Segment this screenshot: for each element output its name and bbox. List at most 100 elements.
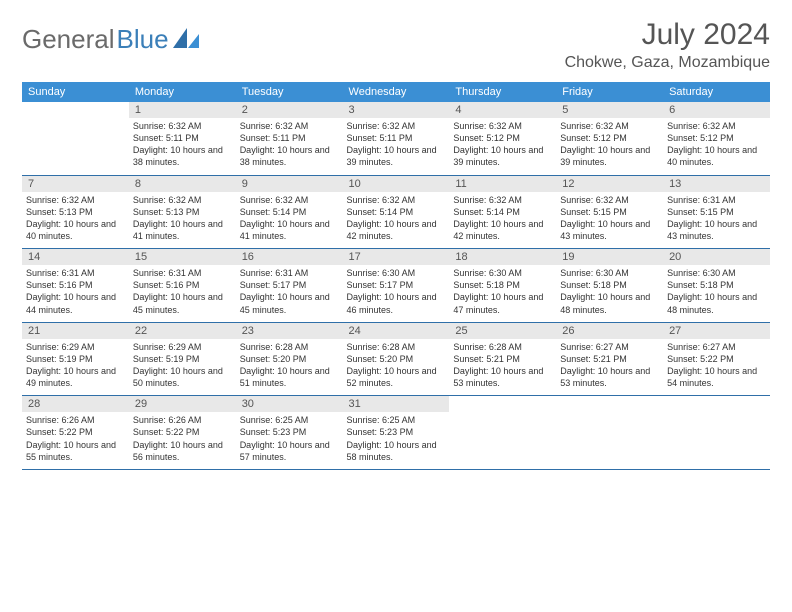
day-body-cell: Sunrise: 6:32 AMSunset: 5:15 PMDaylight:…: [556, 192, 663, 249]
day-details: Sunrise: 6:30 AMSunset: 5:18 PMDaylight:…: [667, 265, 766, 316]
day-number-cell: [449, 396, 556, 413]
day-number-cell: 2: [236, 102, 343, 118]
brand-part1: General: [22, 24, 115, 55]
day-number-cell: 3: [343, 102, 450, 118]
day-body-cell: Sunrise: 6:27 AMSunset: 5:22 PMDaylight:…: [663, 339, 770, 396]
daynum-row: 78910111213: [22, 175, 770, 192]
day-header-cell: Monday: [129, 82, 236, 102]
brand-logo: GeneralBlue: [22, 24, 199, 55]
day-number-cell: 23: [236, 322, 343, 339]
title-block: July 2024 Chokwe, Gaza, Mozambique: [565, 18, 770, 72]
day-details: Sunrise: 6:32 AMSunset: 5:13 PMDaylight:…: [26, 192, 125, 243]
day-body-cell: Sunrise: 6:32 AMSunset: 5:11 PMDaylight:…: [129, 118, 236, 175]
day-details: Sunrise: 6:32 AMSunset: 5:13 PMDaylight:…: [133, 192, 232, 243]
day-number-cell: 10: [343, 175, 450, 192]
day-number-cell: 28: [22, 396, 129, 413]
day-body-cell: Sunrise: 6:27 AMSunset: 5:21 PMDaylight:…: [556, 339, 663, 396]
day-details: Sunrise: 6:32 AMSunset: 5:14 PMDaylight:…: [240, 192, 339, 243]
day-details: Sunrise: 6:31 AMSunset: 5:15 PMDaylight:…: [667, 192, 766, 243]
day-details: Sunrise: 6:25 AMSunset: 5:23 PMDaylight:…: [347, 412, 446, 463]
week-row: Sunrise: 6:31 AMSunset: 5:16 PMDaylight:…: [22, 265, 770, 322]
day-number-cell: 29: [129, 396, 236, 413]
day-details: Sunrise: 6:32 AMSunset: 5:12 PMDaylight:…: [453, 118, 552, 169]
day-number-cell: [556, 396, 663, 413]
day-body-cell: Sunrise: 6:31 AMSunset: 5:16 PMDaylight:…: [22, 265, 129, 322]
day-header-cell: Sunday: [22, 82, 129, 102]
day-body-cell: Sunrise: 6:25 AMSunset: 5:23 PMDaylight:…: [343, 412, 450, 469]
day-header-cell: Tuesday: [236, 82, 343, 102]
day-details: Sunrise: 6:32 AMSunset: 5:14 PMDaylight:…: [453, 192, 552, 243]
day-number-cell: 26: [556, 322, 663, 339]
day-number-cell: [663, 396, 770, 413]
calendar-table: SundayMondayTuesdayWednesdayThursdayFrid…: [22, 82, 770, 470]
day-details: Sunrise: 6:27 AMSunset: 5:21 PMDaylight:…: [560, 339, 659, 390]
week-row: Sunrise: 6:32 AMSunset: 5:13 PMDaylight:…: [22, 192, 770, 249]
day-header-cell: Wednesday: [343, 82, 450, 102]
day-number-cell: 16: [236, 249, 343, 266]
day-number-cell: 11: [449, 175, 556, 192]
day-body-cell: Sunrise: 6:28 AMSunset: 5:21 PMDaylight:…: [449, 339, 556, 396]
daynum-row: 123456: [22, 102, 770, 118]
day-body-cell: Sunrise: 6:28 AMSunset: 5:20 PMDaylight:…: [236, 339, 343, 396]
day-body-cell: Sunrise: 6:32 AMSunset: 5:11 PMDaylight:…: [343, 118, 450, 175]
day-body-cell: Sunrise: 6:32 AMSunset: 5:14 PMDaylight:…: [236, 192, 343, 249]
day-number-cell: 22: [129, 322, 236, 339]
day-number-cell: 21: [22, 322, 129, 339]
day-number-cell: 31: [343, 396, 450, 413]
day-number-cell: 12: [556, 175, 663, 192]
day-body-cell: [22, 118, 129, 175]
day-number-cell: 18: [449, 249, 556, 266]
day-body-cell: Sunrise: 6:31 AMSunset: 5:16 PMDaylight:…: [129, 265, 236, 322]
day-number-cell: 13: [663, 175, 770, 192]
day-number-cell: [22, 102, 129, 118]
day-body-cell: Sunrise: 6:32 AMSunset: 5:11 PMDaylight:…: [236, 118, 343, 175]
page-header: GeneralBlue July 2024 Chokwe, Gaza, Moza…: [22, 18, 770, 72]
day-details: Sunrise: 6:31 AMSunset: 5:16 PMDaylight:…: [133, 265, 232, 316]
day-body-cell: Sunrise: 6:32 AMSunset: 5:14 PMDaylight:…: [449, 192, 556, 249]
day-details: Sunrise: 6:30 AMSunset: 5:17 PMDaylight:…: [347, 265, 446, 316]
day-details: Sunrise: 6:32 AMSunset: 5:11 PMDaylight:…: [240, 118, 339, 169]
day-body-cell: Sunrise: 6:30 AMSunset: 5:18 PMDaylight:…: [663, 265, 770, 322]
day-number-cell: 6: [663, 102, 770, 118]
day-body-cell: Sunrise: 6:28 AMSunset: 5:20 PMDaylight:…: [343, 339, 450, 396]
day-body-cell: Sunrise: 6:30 AMSunset: 5:17 PMDaylight:…: [343, 265, 450, 322]
week-row: Sunrise: 6:26 AMSunset: 5:22 PMDaylight:…: [22, 412, 770, 469]
day-details: Sunrise: 6:30 AMSunset: 5:18 PMDaylight:…: [453, 265, 552, 316]
day-details: Sunrise: 6:28 AMSunset: 5:21 PMDaylight:…: [453, 339, 552, 390]
logo-sail-icon: [173, 24, 199, 55]
day-header-cell: Friday: [556, 82, 663, 102]
day-details: Sunrise: 6:25 AMSunset: 5:23 PMDaylight:…: [240, 412, 339, 463]
day-details: Sunrise: 6:32 AMSunset: 5:12 PMDaylight:…: [667, 118, 766, 169]
week-row: Sunrise: 6:29 AMSunset: 5:19 PMDaylight:…: [22, 339, 770, 396]
day-body-cell: [663, 412, 770, 469]
day-details: Sunrise: 6:26 AMSunset: 5:22 PMDaylight:…: [26, 412, 125, 463]
daynum-row: 28293031: [22, 396, 770, 413]
month-title: July 2024: [565, 18, 770, 52]
day-body-cell: Sunrise: 6:32 AMSunset: 5:12 PMDaylight:…: [556, 118, 663, 175]
day-number-cell: 19: [556, 249, 663, 266]
day-number-cell: 14: [22, 249, 129, 266]
day-body-cell: [449, 412, 556, 469]
day-body-cell: Sunrise: 6:26 AMSunset: 5:22 PMDaylight:…: [22, 412, 129, 469]
day-details: Sunrise: 6:29 AMSunset: 5:19 PMDaylight:…: [26, 339, 125, 390]
day-number-cell: 25: [449, 322, 556, 339]
day-body-cell: Sunrise: 6:25 AMSunset: 5:23 PMDaylight:…: [236, 412, 343, 469]
day-details: Sunrise: 6:26 AMSunset: 5:22 PMDaylight:…: [133, 412, 232, 463]
day-body-cell: Sunrise: 6:30 AMSunset: 5:18 PMDaylight:…: [556, 265, 663, 322]
day-details: Sunrise: 6:28 AMSunset: 5:20 PMDaylight:…: [347, 339, 446, 390]
brand-part2: Blue: [117, 24, 169, 55]
day-body-cell: Sunrise: 6:29 AMSunset: 5:19 PMDaylight:…: [129, 339, 236, 396]
day-body-cell: Sunrise: 6:26 AMSunset: 5:22 PMDaylight:…: [129, 412, 236, 469]
day-number-cell: 1: [129, 102, 236, 118]
day-details: Sunrise: 6:32 AMSunset: 5:12 PMDaylight:…: [560, 118, 659, 169]
location-text: Chokwe, Gaza, Mozambique: [565, 54, 770, 72]
day-header-cell: Saturday: [663, 82, 770, 102]
day-number-cell: 20: [663, 249, 770, 266]
day-number-cell: 17: [343, 249, 450, 266]
day-number-cell: 27: [663, 322, 770, 339]
day-body-cell: Sunrise: 6:32 AMSunset: 5:13 PMDaylight:…: [129, 192, 236, 249]
day-body-cell: Sunrise: 6:31 AMSunset: 5:15 PMDaylight:…: [663, 192, 770, 249]
day-details: Sunrise: 6:28 AMSunset: 5:20 PMDaylight:…: [240, 339, 339, 390]
day-details: Sunrise: 6:32 AMSunset: 5:15 PMDaylight:…: [560, 192, 659, 243]
day-number-cell: 9: [236, 175, 343, 192]
